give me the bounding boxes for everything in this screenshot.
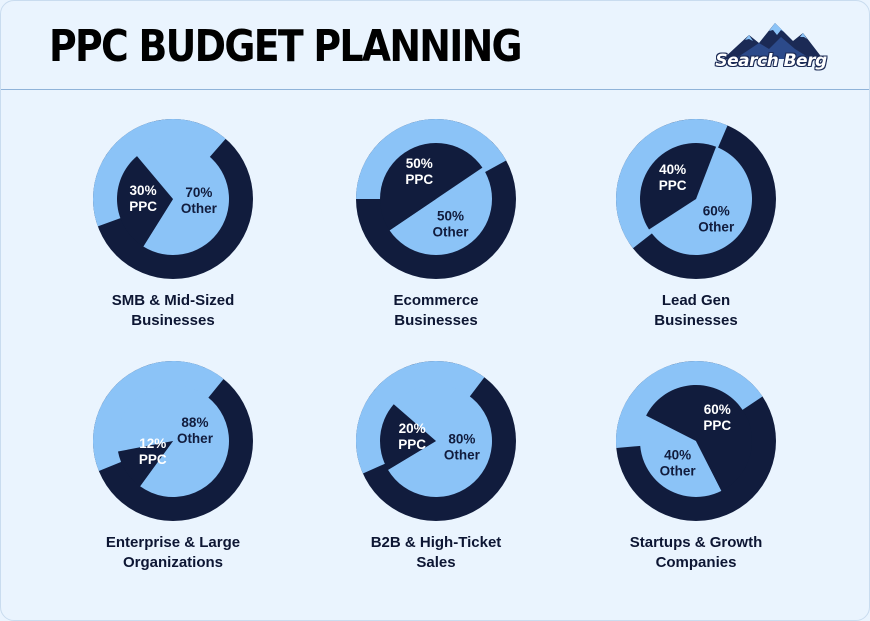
other-label: Other (433, 225, 470, 240)
pie-chart: 20%PPC 80%Other (356, 361, 516, 521)
other-label: Other (181, 201, 218, 216)
ppc-label: 30% (130, 183, 157, 198)
mountain-logo-icon (723, 23, 823, 59)
other-label: 50% (437, 209, 464, 224)
chart-caption: Enterprise & Large Organizations (63, 533, 283, 573)
pie-slice-ppc (640, 143, 717, 230)
other-label: 80% (448, 431, 475, 446)
pie-slice-ppc (380, 143, 483, 231)
caption-line: Sales (416, 554, 456, 571)
other-label: 70% (185, 185, 212, 200)
pie-chart-card: 50% PPC 50% Other Ecommerce Businesses (326, 118, 546, 369)
other-label: 60% (703, 203, 730, 218)
caption-line: Ecommerce (393, 292, 479, 309)
chart-caption: Startups & Growth Companies (586, 533, 806, 573)
pie-slice-other (649, 146, 752, 255)
pie-chart-card: 12% PPC 88% Other Enterprise & Large Organiza… (63, 360, 283, 611)
pie-slice-ppc (380, 404, 436, 470)
caption-line: Organizations (122, 554, 223, 571)
ppc-label: PPC (139, 452, 167, 467)
pie-chart: 12%PPC 88%Other (92, 360, 253, 521)
caption-line: B2B & High-Ticket (370, 534, 502, 551)
ppc-label: PPC (398, 437, 426, 452)
caption-line: Enterprise & Large (105, 534, 241, 551)
search-berg-logo: Search Berg (715, 19, 827, 77)
chart-caption: B2B & High-Ticket Sales (326, 533, 546, 573)
pie-chart-card: 20% PPC 80% Other B2B & High-Ticket Sales (326, 361, 546, 611)
other-label: Other (177, 431, 214, 446)
other-label: 88% (181, 415, 208, 430)
pie-slice-ppc (117, 441, 173, 487)
pie-chart: 30%PPC 70%Other (93, 119, 253, 279)
pie-slice-ppc (646, 385, 752, 491)
chart-caption: SMB & Mid-Sized Businesses (63, 291, 283, 331)
pie-chart: 40%PPC 60%Other (616, 118, 776, 279)
caption-line: Businesses (131, 312, 215, 329)
ppc-label: 20% (399, 421, 426, 436)
ppc-label: PPC (659, 178, 687, 193)
other-label: 40% (664, 447, 691, 462)
other-label: Other (444, 447, 481, 462)
page-title: PPC BUDGET PLANNING (49, 21, 523, 72)
pie-slice-other (389, 167, 492, 255)
ppc-label: 40% (659, 162, 686, 177)
other-label: Other (698, 219, 735, 234)
ppc-label: 60% (704, 402, 731, 417)
chart-caption: Lead Gen Businesses (586, 291, 806, 331)
pie-slice-other (387, 385, 492, 497)
ppc-label: 50% (406, 156, 433, 171)
other-label: Other (660, 463, 697, 478)
caption-line: Companies (655, 554, 737, 571)
chart-caption: Ecommerce Businesses (326, 291, 546, 331)
caption-line: SMB & Mid-Sized (111, 292, 235, 309)
pie-slice-other (640, 415, 722, 497)
ppc-label: PPC (405, 172, 433, 187)
header-divider (1, 89, 869, 90)
ppc-label: 12% (139, 436, 166, 451)
pie-chart-card: 40% PPC 60% Other Lead Gen Businesses (586, 118, 806, 369)
logo-text: Search Berg (715, 51, 827, 71)
pie-slice-other (137, 143, 230, 255)
pie-chart-card: 30% PPC 70% Other SMB & Mid-Sized Businesses (63, 119, 283, 369)
ppc-label: PPC (703, 418, 731, 433)
caption-line: Businesses (394, 312, 478, 329)
caption-line: Lead Gen (661, 292, 731, 309)
caption-line: Startups & Growth (629, 534, 763, 551)
pie-chart-card: 60% PPC 40% Other Startups & Growth Companies (586, 361, 806, 611)
pie-slice-ppc (117, 156, 173, 247)
pie-chart: 60%PPC 40%Other (616, 361, 776, 521)
caption-line: Businesses (654, 312, 738, 329)
ppc-label: PPC (129, 199, 157, 214)
